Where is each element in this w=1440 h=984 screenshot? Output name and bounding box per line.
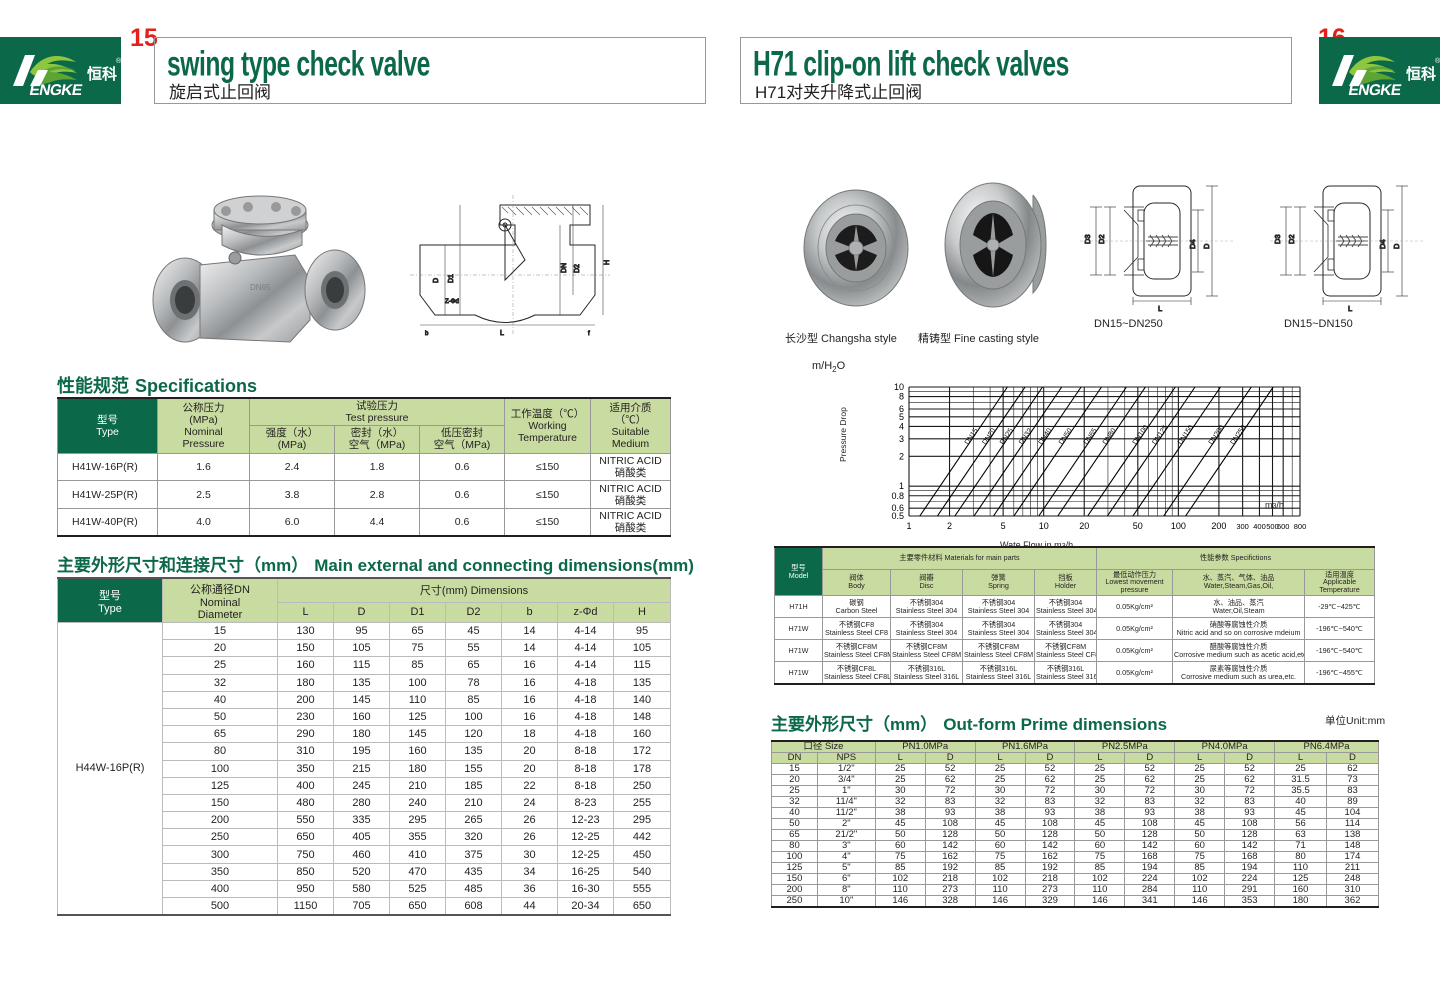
svg-text:®: ® [116,57,121,65]
svg-text:DN250: DN250 [1230,424,1248,446]
svg-text:2: 2 [899,451,904,461]
svg-text:DN200: DN200 [1208,424,1226,446]
svg-text:DN65: DN65 [250,283,271,292]
svg-text:DN15: DN15 [964,427,980,446]
svg-text:DN65: DN65 [1083,427,1099,446]
svg-text:L: L [1158,304,1162,313]
svg-text:D3: D3 [1083,234,1092,244]
svg-text:10: 10 [1039,521,1049,531]
svg-text:f: f [588,331,590,337]
svg-text:100: 100 [1171,521,1186,531]
svg-text:400: 400 [1253,522,1266,531]
svg-text:DN50: DN50 [1058,427,1074,446]
svg-text:1: 1 [899,481,904,491]
svg-text:0.8: 0.8 [891,491,904,501]
svg-text:50: 50 [1133,521,1143,531]
svg-text:DN32: DN32 [1018,427,1034,446]
svg-text:®: ® [1435,57,1440,65]
svg-text:D1: D1 [448,274,455,283]
svg-text:DN125: DN125 [1151,424,1169,446]
svg-text:20: 20 [1079,521,1089,531]
svg-text:8: 8 [899,392,904,402]
svg-text:ENGKE: ENGKE [1347,82,1402,99]
svg-text:D: D [1202,243,1211,249]
svg-text:ENGKE: ENGKE [28,82,83,99]
svg-text:DN80: DN80 [1102,427,1118,446]
svg-text:0.6: 0.6 [891,503,904,513]
svg-text:3: 3 [899,434,904,444]
svg-text:D: D [1392,243,1401,249]
svg-text:200: 200 [1211,521,1226,531]
svg-text:D2: D2 [1097,234,1106,244]
svg-text:L: L [500,330,504,337]
svg-text:2: 2 [947,521,952,531]
svg-text:b: b [425,331,429,337]
svg-text:5: 5 [1001,521,1006,531]
svg-text:恒科: 恒科 [87,65,117,83]
svg-text:10: 10 [894,382,904,392]
svg-text:H: H [604,260,611,265]
svg-text:800: 800 [1294,522,1307,531]
svg-text:L: L [1348,304,1352,313]
svg-text:DN150: DN150 [1177,424,1195,446]
svg-text:300: 300 [1236,522,1249,531]
svg-text:D2: D2 [1287,234,1296,244]
svg-text:DN: DN [561,263,568,273]
svg-text:Z-Φd: Z-Φd [445,299,459,305]
svg-text:DN40: DN40 [1038,427,1054,446]
svg-text:4: 4 [899,422,904,432]
svg-text:DN20: DN20 [981,427,997,446]
svg-text:D3: D3 [1273,234,1282,244]
svg-text:D2: D2 [574,264,581,273]
svg-text:D: D [433,278,440,283]
svg-text:6: 6 [899,404,904,414]
svg-text:600: 600 [1277,522,1290,531]
svg-text:恒科: 恒科 [1406,65,1436,83]
svg-text:1: 1 [906,521,911,531]
svg-text:DN25: DN25 [999,427,1015,446]
svg-text:DN100: DN100 [1132,424,1150,446]
